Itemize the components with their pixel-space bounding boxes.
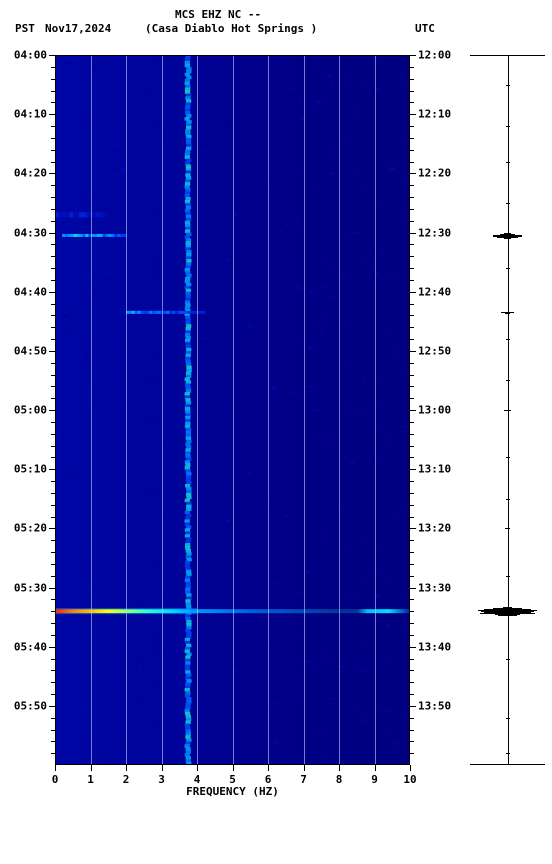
amplitude-sideplot bbox=[470, 55, 545, 765]
x-tick-label: 1 bbox=[87, 765, 94, 786]
pst-tick-label: 05:40 bbox=[14, 640, 55, 653]
x-tick-label: 10 bbox=[403, 765, 416, 786]
pst-tick-label: 04:20 bbox=[14, 167, 55, 180]
right-timezone-label: UTC bbox=[415, 22, 435, 35]
x-tick-label: 9 bbox=[371, 765, 378, 786]
utc-tick-label: 13:20 bbox=[410, 522, 451, 535]
date-label: Nov17,2024 bbox=[45, 22, 111, 35]
utc-tick-label: 12:50 bbox=[410, 344, 451, 357]
pst-tick-label: 05:00 bbox=[14, 404, 55, 417]
utc-tick-label: 13:50 bbox=[410, 699, 451, 712]
utc-tick-label: 12:40 bbox=[410, 285, 451, 298]
pst-tick-label: 05:10 bbox=[14, 463, 55, 476]
utc-tick-label: 12:00 bbox=[410, 49, 451, 62]
utc-tick-label: 12:10 bbox=[410, 108, 451, 121]
left-timezone-label: PST bbox=[15, 22, 35, 35]
utc-tick-label: 13:40 bbox=[410, 640, 451, 653]
utc-tick-label: 12:20 bbox=[410, 167, 451, 180]
x-tick-label: 3 bbox=[158, 765, 165, 786]
spectrogram-plot: 04:0012:0004:1012:1004:2012:2004:3012:30… bbox=[55, 55, 410, 765]
x-tick-label: 7 bbox=[300, 765, 307, 786]
pst-tick-label: 04:00 bbox=[14, 49, 55, 62]
x-axis-title: FREQUENCY (HZ) bbox=[186, 765, 279, 798]
chart-subtitle: (Casa Diablo Hot Springs ) bbox=[145, 22, 317, 35]
x-tick-label: 8 bbox=[336, 765, 343, 786]
pst-tick-label: 05:20 bbox=[14, 522, 55, 535]
pst-tick-label: 04:50 bbox=[14, 344, 55, 357]
utc-tick-label: 12:30 bbox=[410, 226, 451, 239]
pst-tick-label: 04:30 bbox=[14, 226, 55, 239]
x-tick-label: 2 bbox=[123, 765, 130, 786]
pst-tick-label: 04:40 bbox=[14, 285, 55, 298]
pst-tick-label: 05:30 bbox=[14, 581, 55, 594]
utc-tick-label: 13:00 bbox=[410, 404, 451, 417]
chart-title: MCS EHZ NC -- bbox=[175, 8, 261, 21]
utc-tick-label: 13:10 bbox=[410, 463, 451, 476]
x-tick-label: 0 bbox=[52, 765, 59, 786]
utc-tick-label: 13:30 bbox=[410, 581, 451, 594]
pst-tick-label: 04:10 bbox=[14, 108, 55, 121]
pst-tick-label: 05:50 bbox=[14, 699, 55, 712]
